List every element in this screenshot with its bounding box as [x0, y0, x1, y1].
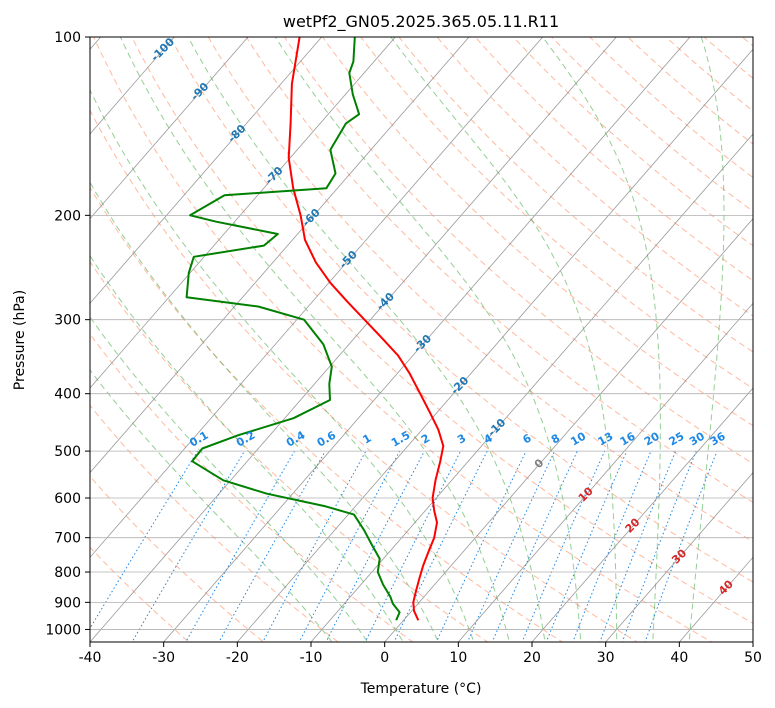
- x-tick-label: -10: [300, 650, 323, 666]
- y-tick-label: 100: [54, 30, 81, 46]
- x-tick-label: -20: [226, 650, 249, 666]
- y-tick-label: 200: [54, 208, 81, 224]
- y-tick-label: 700: [54, 531, 81, 547]
- y-tick-label: 600: [54, 491, 81, 507]
- x-tick-label: 30: [597, 650, 615, 666]
- y-tick-label: 300: [54, 313, 81, 329]
- y-tick-label: 400: [54, 387, 81, 403]
- y-tick-label: 900: [54, 595, 81, 611]
- x-tick-label: 50: [744, 650, 762, 666]
- x-tick-label: 0: [380, 650, 389, 666]
- x-tick-label: 10: [449, 650, 467, 666]
- x-axis-label: Temperature (°C): [360, 681, 482, 697]
- chart-title: wetPf2_GN05.2025.365.05.11.R11: [283, 12, 559, 32]
- y-tick-label: 800: [54, 565, 81, 581]
- x-tick-label: -40: [79, 650, 102, 666]
- x-tick-label: 20: [523, 650, 541, 666]
- y-axis-label: Pressure (hPa): [12, 290, 28, 390]
- y-tick-label: 500: [54, 444, 81, 460]
- x-tick-label: 40: [670, 650, 688, 666]
- x-tick-label: -30: [152, 650, 175, 666]
- y-tick-label: 1000: [45, 622, 81, 638]
